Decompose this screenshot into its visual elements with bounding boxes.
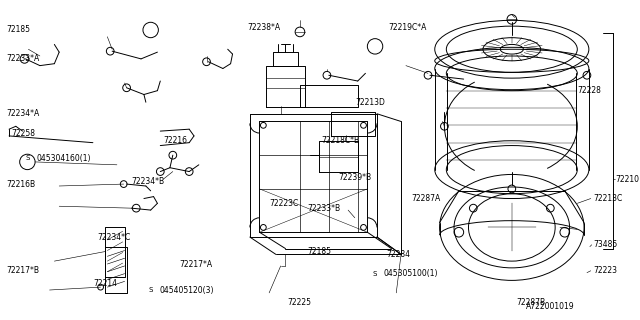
Text: 72218C*B: 72218C*B <box>321 136 359 145</box>
Text: 72216: 72216 <box>163 136 187 145</box>
Text: 045405120(3): 045405120(3) <box>159 285 214 294</box>
Text: 72216B: 72216B <box>6 180 35 188</box>
Text: 045304160(1): 045304160(1) <box>36 154 90 163</box>
Text: 73485: 73485 <box>594 240 618 249</box>
Text: 72234*A: 72234*A <box>6 109 40 118</box>
Text: 72239*B: 72239*B <box>339 173 372 182</box>
Text: 72233*B: 72233*B <box>308 204 340 213</box>
Text: 72214: 72214 <box>93 279 117 288</box>
Text: 72233*A: 72233*A <box>6 54 40 63</box>
Text: S: S <box>148 287 153 293</box>
Text: 72185: 72185 <box>308 247 332 256</box>
Text: 72238*A: 72238*A <box>247 23 280 32</box>
Text: 72223: 72223 <box>594 266 618 275</box>
Text: 72284: 72284 <box>387 250 411 259</box>
Text: 72217*A: 72217*A <box>180 260 212 268</box>
Text: 72223C: 72223C <box>269 199 298 208</box>
Text: 72213D: 72213D <box>356 98 386 107</box>
Text: 72287B: 72287B <box>516 298 546 307</box>
Text: 72225: 72225 <box>287 298 312 307</box>
Text: 72287A: 72287A <box>412 194 441 203</box>
Text: 72234*B: 72234*B <box>131 177 164 186</box>
Text: 72217*B: 72217*B <box>6 266 39 275</box>
Text: 72234*C: 72234*C <box>98 233 131 242</box>
Text: 72258: 72258 <box>11 130 35 139</box>
Text: S: S <box>373 271 377 277</box>
Text: 72228: 72228 <box>577 86 601 95</box>
Text: S: S <box>25 155 29 161</box>
Text: 72185: 72185 <box>6 26 30 35</box>
Text: 72210: 72210 <box>616 175 640 184</box>
Text: A722001019: A722001019 <box>526 302 575 311</box>
Text: 045305100(1): 045305100(1) <box>384 269 438 278</box>
Text: 72213C: 72213C <box>594 194 623 203</box>
Text: 72219C*A: 72219C*A <box>388 23 427 32</box>
